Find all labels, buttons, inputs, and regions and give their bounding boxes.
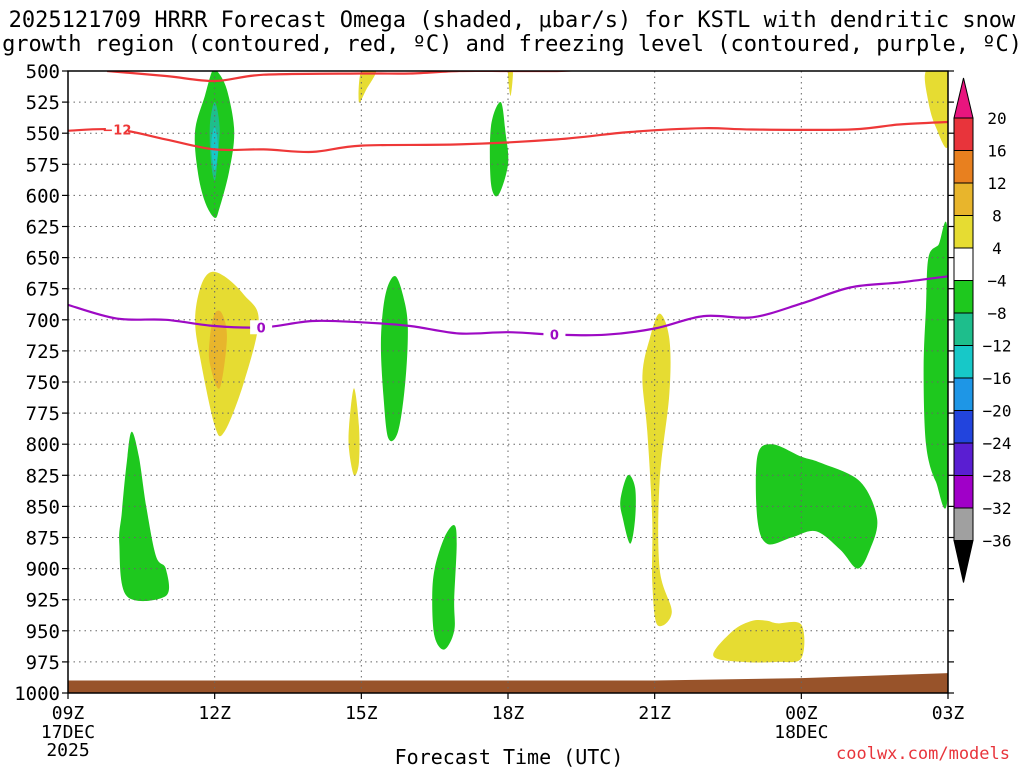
x-tick-sublabel-00Z-0: 18DEC [774,722,828,743]
dendritic-snow-bottom-contour [68,120,948,154]
ground-terrain [68,673,948,693]
y-tick-label-925: 925 [26,590,60,612]
gridlines [68,71,948,693]
y-tick-label-500: 500 [26,61,60,83]
omega-region-4 [489,102,509,197]
x-tick-label-12Z: 12Z [198,703,231,724]
y-tick-label-850: 850 [26,496,60,518]
omega-region-14 [507,71,513,96]
colorbar-bin-9 [953,410,974,444]
y-tick-label-525: 525 [26,92,60,114]
x-tick-label-15Z: 15Z [345,703,378,724]
omega-region-10 [195,271,259,437]
colorbar-min-triangle [953,540,974,583]
colorbar-label-7: −12 [983,337,1012,356]
colorbar-bin-3 [953,215,974,249]
y-tick-label-975: 975 [26,652,60,674]
y-tick-label-700: 700 [26,310,60,332]
omega-region-7 [620,474,636,544]
omega-region-12 [348,388,360,476]
colorbar-label-12: −32 [983,499,1012,518]
chart-title-line-2: growth region (contoured, red, ºC) and f… [2,32,1022,57]
y-tick-label-950: 950 [26,621,60,643]
y-tick-label-675: 675 [26,279,60,301]
x-tick-label-21Z: 21Z [638,703,671,724]
y-tick-label-825: 825 [26,465,60,487]
x-tick-label-00Z: 00Z [785,703,818,724]
y-tick-label-750: 750 [26,372,60,394]
chart-title-line-1: 2025121709 HRRR Forecast Omega (shaded, … [8,8,1016,33]
colorbar-bin-2 [953,182,974,216]
omega-region-17 [924,71,948,148]
colorbar-label-11: −28 [983,467,1012,486]
colorbar-label-5: −4 [987,272,1006,291]
omega-region-13 [358,71,377,103]
colorbar: 20 16 12 8 4 −4 −8 −12 −16 −20 −24 −28 −32 −36 [953,77,1012,583]
omega-region-6 [432,524,457,650]
credit-link[interactable]: coolwx.com/models [836,744,1010,764]
colorbar-bin-4 [953,247,974,281]
colorbar-max-triangle [953,77,974,119]
y-tick-label-775: 775 [26,403,60,425]
colorbar-label-4: 4 [992,239,1002,258]
y-tick-label-575: 575 [26,154,60,176]
y-axis-ticks: 500 525 550 575 600 625 650 675 700 725 750 775 800 8… [14,61,954,705]
omega-region-3 [380,275,408,442]
x-tick-sublabel-09Z-0: 17DEC [41,722,95,743]
y-tick-label-725: 725 [26,341,60,363]
colorbar-bin-10 [953,442,974,476]
x-tick-label-18Z: 18Z [492,703,525,724]
dendritic-snow-bottom-label-bg [105,122,128,137]
colorbar-bin-7 [953,345,974,379]
freezing-level-label: 0 [257,321,266,336]
omega-region-16 [713,619,805,663]
freezing-level-label-bg [250,320,273,335]
colorbar-label-3: 8 [992,207,1002,226]
colorbar-label-6: −8 [987,304,1006,323]
colorbar-label-1: 16 [987,142,1006,161]
colorbar-bin-12 [953,507,974,541]
colorbar-bin-5 [953,280,974,314]
y-tick-label-650: 650 [26,248,60,270]
y-tick-label-900: 900 [26,559,60,581]
colorbar-bin-0 [953,117,974,151]
omega-region-5 [119,431,170,602]
freezing-level-label-bg [543,327,566,342]
colorbar-label-8: −16 [983,369,1012,388]
x-tick-sublabel-09Z-1: 2025 [46,740,89,761]
freezing-level-contour [68,275,948,337]
colorbar-bin-8 [953,377,974,411]
omega-region-15 [642,313,672,627]
omega-shading-layer [68,71,948,693]
y-tick-label-600: 600 [26,185,60,207]
y-tick-label-875: 875 [26,528,60,550]
colorbar-bin-1 [953,150,974,184]
omega-region-9 [923,221,948,509]
colorbar-bin-11 [953,475,974,509]
y-tick-label-550: 550 [26,123,60,145]
colorbar-label-9: −20 [983,402,1012,421]
x-tick-label-09Z: 09Z [52,703,85,724]
colorbar-bin-6 [953,312,974,346]
dendritic-snow-bottom-label: −12 [102,123,131,138]
colorbar-label-10: −24 [983,434,1012,453]
x-axis-label: Forecast Time (UTC) [395,745,624,768]
colorbar-label-2: 12 [987,174,1006,193]
y-tick-label-625: 625 [26,217,60,239]
contour-labels: −12 0 0 [102,122,566,344]
omega-region-11 [208,310,227,389]
colorbar-label-0: 20 [987,109,1006,128]
colorbar-label-13: −36 [983,532,1012,551]
x-tick-label-03Z: 03Z [932,703,965,724]
y-tick-label-1000: 1000 [14,683,60,705]
freezing-level-label: 0 [550,329,559,344]
y-tick-label-800: 800 [26,434,60,456]
